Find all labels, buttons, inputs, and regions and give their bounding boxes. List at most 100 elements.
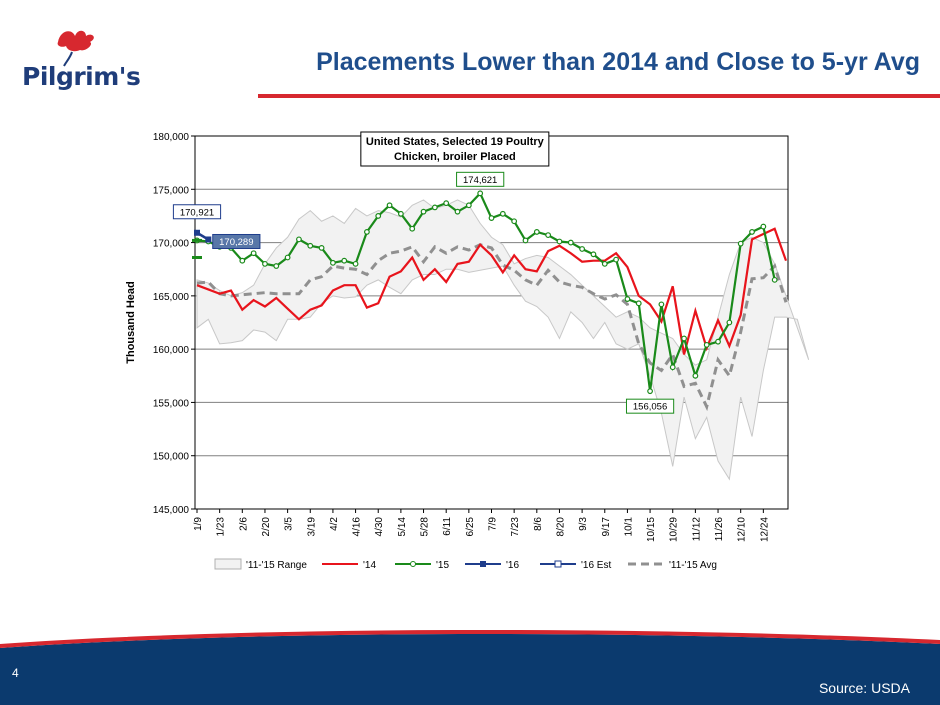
series-2015-point	[703, 341, 710, 348]
series-2015-point	[239, 257, 246, 264]
placements-chart: 145,000 150,000 155,000 160,000 165,000 170,0…	[125, 131, 810, 571]
series-2015-point	[556, 238, 563, 245]
x-tick-label: 2/20	[261, 517, 272, 537]
x-tick-label: 10/1	[623, 517, 634, 537]
series-2015-point	[715, 338, 721, 345]
x-tick-label: 9/17	[601, 517, 612, 537]
series-2015-point	[477, 190, 484, 197]
avg-line	[196, 243, 788, 412]
x-tick-label: 4/2	[329, 517, 340, 531]
x-tick-label: 3/19	[306, 517, 317, 537]
legend-marker	[480, 561, 486, 567]
series-2015-point	[658, 301, 665, 308]
series-2015-point	[749, 229, 755, 235]
y-tick-label: 150,000	[153, 452, 190, 463]
legend-item: '15	[395, 560, 449, 571]
y-tick-label: 180,000	[153, 132, 190, 143]
series-2015-point	[579, 246, 586, 252]
series-2015-point	[397, 210, 404, 217]
annotations: 170,921 170,289 174,621 156,056	[172, 171, 675, 414]
y-tick-label: 165,000	[153, 292, 190, 303]
x-tick-label: 1/23	[216, 517, 227, 537]
x-tick-label: 5/14	[397, 517, 408, 537]
legend-item: '16	[465, 560, 519, 571]
x-tick-label: 7/23	[510, 517, 521, 537]
y-tick-label: 170,000	[153, 239, 190, 250]
page-title: Placements Lower than 2014 and Close to …	[316, 48, 920, 76]
x-tick-label: 10/29	[669, 517, 680, 542]
series-2015-point	[545, 232, 552, 239]
series-2015-point	[284, 254, 291, 261]
y-axis-label: Thousand Head	[125, 281, 137, 364]
series-2015-point	[250, 250, 257, 257]
legend-label: '16 Est	[581, 560, 611, 571]
x-tick-label: 1/9	[193, 517, 204, 531]
page-number: 4	[12, 666, 19, 680]
x-tick-label: 9/3	[578, 517, 589, 531]
x-tick-label: 8/6	[533, 517, 544, 531]
series-2015-point	[465, 202, 472, 209]
series-2015-point	[262, 260, 268, 267]
legend: '11-'15 Range '14 '15 '16 '16 Est '11-'15 Avg	[214, 558, 717, 571]
source-note: Source: USDA	[818, 680, 910, 696]
series-2015-point	[624, 296, 631, 302]
annotation-170921: 170,921	[180, 207, 214, 218]
series-2015-point	[375, 213, 382, 219]
legend-label: '14	[363, 560, 376, 571]
series-2015-point	[613, 256, 619, 263]
series-2015-point	[330, 259, 336, 266]
series-2016-point	[194, 229, 200, 236]
y-tick-label: 160,000	[153, 345, 190, 356]
series-2015-point	[431, 204, 438, 211]
series-2015-point	[499, 210, 506, 217]
series-2015-point	[307, 242, 314, 249]
x-tick-label: 2/6	[238, 517, 249, 531]
series-2015-point	[511, 218, 518, 225]
series-2015-point	[760, 223, 767, 230]
series-2015-point	[681, 335, 687, 342]
legend-item: '16 Est	[540, 560, 611, 571]
x-tick-label: 8/20	[555, 517, 566, 537]
logo-text: Pilgrim's	[22, 62, 141, 91]
x-tick-label: 6/25	[465, 517, 476, 537]
annotation-170289: 170,289	[219, 237, 253, 248]
series-2015-point	[533, 229, 540, 235]
annotation-170289-box	[212, 233, 261, 249]
annotation-174621: 174,621	[463, 175, 497, 186]
y-tick-label: 155,000	[153, 398, 190, 409]
series-2014-line	[196, 227, 788, 355]
series-2015-point	[318, 244, 325, 251]
annotation-174621-box	[456, 171, 505, 187]
legend-item: '14	[322, 560, 376, 571]
x-tick-label: 4/30	[374, 517, 385, 537]
chart-title-line-2: Chicken, broiler Placed	[394, 151, 516, 163]
series-2015-point	[692, 372, 699, 379]
rooster-icon	[57, 30, 94, 67]
footer-band	[0, 630, 940, 705]
legend-label: '16	[506, 560, 519, 571]
y-tick-label: 175,000	[153, 185, 190, 196]
annotation-156056-box	[625, 398, 675, 414]
chart-title-line-1: United States, Selected 19 Poultry	[366, 136, 545, 148]
title-rule	[258, 94, 940, 98]
legend-marker	[554, 560, 562, 568]
x-axis-ticks: 1/9 1/23 2/6 2/20 3/5 3/19 4/2 4/16 4/30 5/14 5/28…	[193, 509, 770, 542]
series-2016-point	[205, 236, 212, 243]
x-tick-label: 4/16	[352, 517, 363, 537]
series-2015-point	[409, 225, 416, 232]
series-2015-point	[647, 388, 653, 395]
x-tick-label: 3/5	[284, 517, 295, 531]
series-2015-point	[669, 364, 676, 371]
series-2015-point	[567, 239, 574, 246]
series-lines	[192, 190, 788, 412]
series-2015-point	[454, 208, 461, 215]
x-tick-label: 12/24	[759, 517, 770, 542]
x-tick-label: 11/12	[691, 517, 702, 542]
series-2015-point	[488, 215, 495, 221]
series-2015-point	[590, 251, 597, 258]
legend-item: '11-'15 Avg	[628, 560, 717, 571]
x-tick-label: 12/10	[737, 517, 748, 542]
legend-item: '11-'15 Range	[214, 558, 307, 571]
series-2015-point	[726, 319, 733, 326]
logo	[20, 22, 140, 100]
